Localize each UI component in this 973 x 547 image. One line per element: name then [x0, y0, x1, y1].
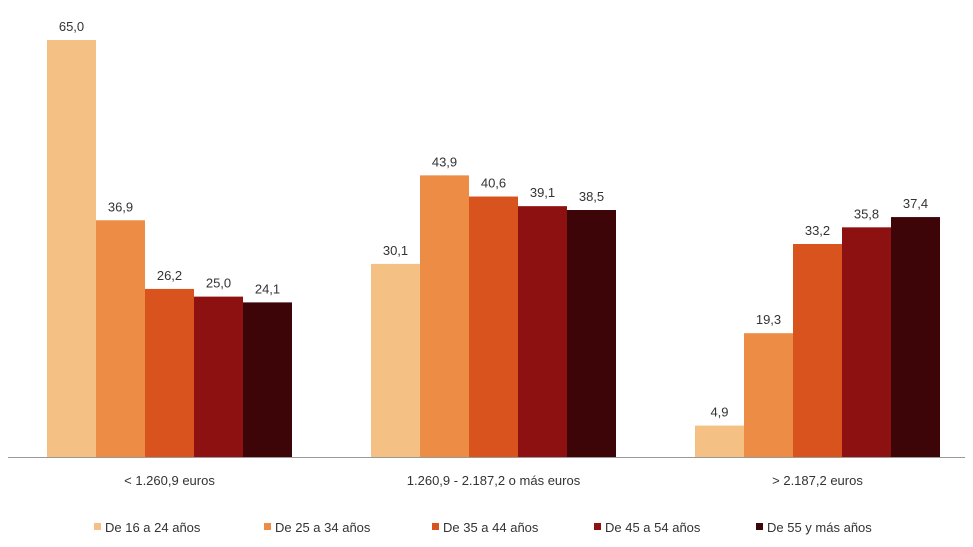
category-label-3: > 2.187,2 euros	[772, 473, 863, 488]
bar-2-1	[371, 263, 420, 457]
bar-3-1	[695, 425, 744, 457]
bars-layer	[47, 40, 940, 457]
bar-2-2	[420, 175, 469, 457]
value-label-1-5: 24,1	[255, 281, 280, 296]
bar-3-4	[842, 227, 891, 457]
bar-1-1	[47, 40, 96, 457]
legend-label-4: De 45 a 54 años	[605, 520, 701, 535]
legend-label-5: De 55 y más años	[767, 520, 872, 535]
bar-3-2	[744, 333, 793, 457]
value-label-3-4: 35,8	[854, 206, 879, 221]
legend-swatch-3	[432, 523, 439, 530]
bar-1-2	[96, 220, 145, 457]
bar-2-4	[518, 206, 567, 457]
legend-swatch-5	[756, 523, 763, 530]
legend-label-3: De 35 a 44 años	[443, 520, 539, 535]
legend: De 16 a 24 años De 25 a 34 años De 35 a 44…	[94, 520, 872, 535]
legend-swatch-2	[264, 523, 271, 530]
value-label-1-2: 36,9	[108, 199, 133, 214]
legend-label-1: De 16 a 24 años	[105, 520, 201, 535]
value-label-3-1: 4,9	[710, 405, 728, 420]
value-label-1-1: 65,0	[59, 19, 84, 34]
category-labels-layer: < 1.260,9 euros 1.260,9 - 2.187,2 o más e…	[124, 473, 863, 488]
bar-2-5	[567, 210, 616, 457]
bar-1-3	[145, 288, 194, 457]
bar-3-5	[891, 217, 940, 457]
value-label-2-1: 30,1	[383, 243, 408, 258]
value-label-2-3: 40,6	[481, 176, 506, 191]
legend-swatch-4	[594, 523, 601, 530]
bar-3-3	[793, 244, 842, 457]
value-label-3-5: 37,4	[903, 196, 928, 211]
value-label-3-2: 19,3	[756, 312, 781, 327]
value-label-2-5: 38,5	[579, 189, 604, 204]
value-label-1-4: 25,0	[206, 276, 231, 291]
category-label-2: 1.260,9 - 2.187,2 o más euros	[407, 473, 581, 488]
value-label-1-3: 26,2	[157, 268, 182, 283]
legend-swatch-1	[94, 523, 101, 530]
legend-label-2: De 25 a 34 años	[275, 520, 371, 535]
bar-2-3	[469, 196, 518, 457]
category-label-1: < 1.260,9 euros	[124, 473, 215, 488]
bar-1-5	[243, 302, 292, 457]
value-label-2-2: 43,9	[432, 154, 457, 169]
bar-1-4	[194, 296, 243, 457]
value-labels-layer: 65,0 36,9 26,2 25,0 24,1 30,1 43,9 40,6 39,1 38,5…	[59, 19, 928, 420]
value-label-2-4: 39,1	[530, 185, 555, 200]
value-label-3-3: 33,2	[805, 223, 830, 238]
